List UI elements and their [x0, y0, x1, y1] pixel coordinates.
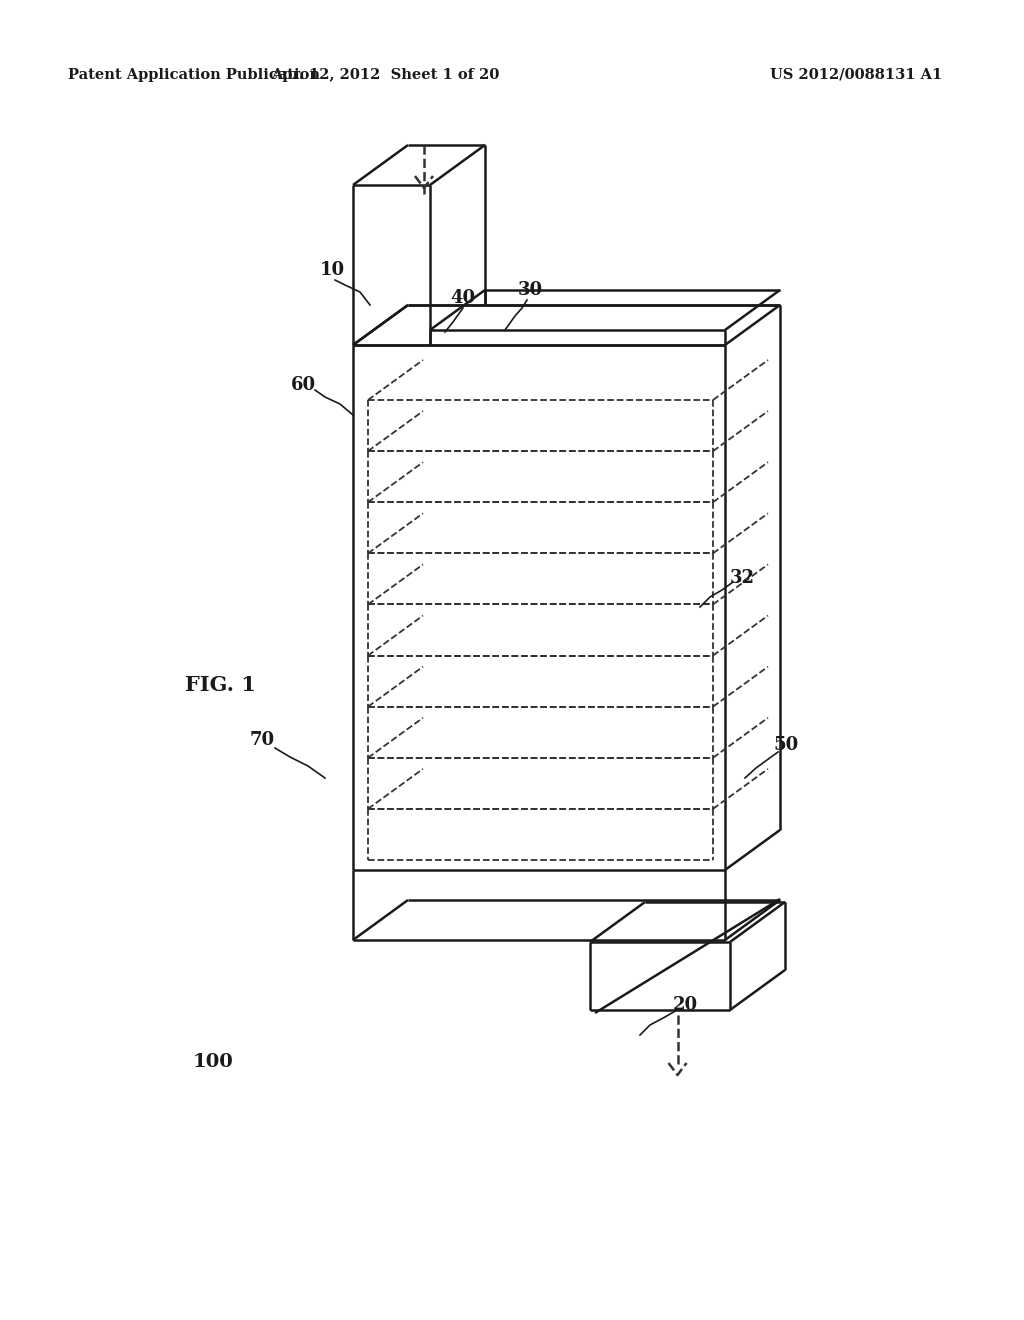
- Text: 70: 70: [250, 731, 274, 748]
- Text: 50: 50: [773, 737, 799, 754]
- Text: 60: 60: [291, 376, 315, 393]
- Text: 40: 40: [451, 289, 475, 308]
- Text: 30: 30: [517, 281, 543, 300]
- Text: Apr. 12, 2012  Sheet 1 of 20: Apr. 12, 2012 Sheet 1 of 20: [270, 69, 499, 82]
- Text: US 2012/0088131 A1: US 2012/0088131 A1: [770, 69, 942, 82]
- Text: 32: 32: [729, 569, 755, 587]
- Text: 100: 100: [193, 1053, 233, 1071]
- Text: FIG. 1: FIG. 1: [185, 675, 256, 696]
- Text: 10: 10: [319, 261, 344, 279]
- Text: 20: 20: [673, 997, 697, 1014]
- Text: Patent Application Publication: Patent Application Publication: [68, 69, 319, 82]
